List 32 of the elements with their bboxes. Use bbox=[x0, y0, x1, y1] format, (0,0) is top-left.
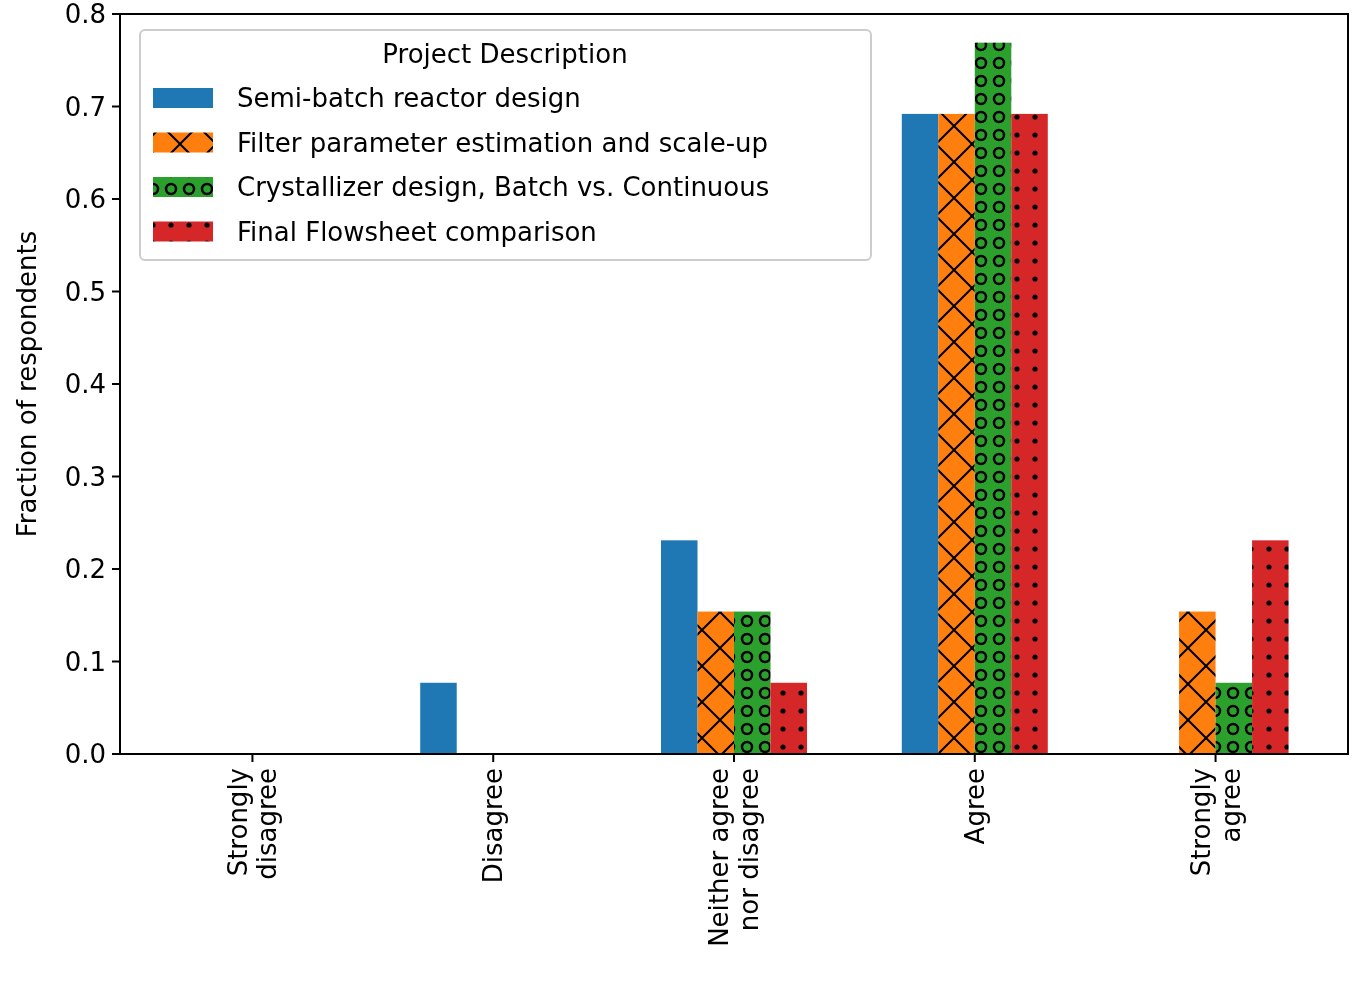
y-tick-label: 0.2 bbox=[64, 554, 106, 585]
bar bbox=[770, 682, 807, 754]
x-tick-label: Strongly agree bbox=[1185, 768, 1246, 877]
bar bbox=[697, 611, 734, 754]
y-tick-label: 0.5 bbox=[64, 276, 106, 307]
y-tick-label: 0.7 bbox=[64, 91, 106, 122]
x-tick-label: Strongly disagree bbox=[222, 768, 283, 880]
x-tick-label: Neither agree nor disagree bbox=[704, 768, 765, 947]
y-tick-label: 0.6 bbox=[64, 184, 106, 215]
legend-label: Semi-batch reactor design bbox=[237, 83, 581, 114]
bar bbox=[420, 682, 457, 754]
bar bbox=[1215, 682, 1253, 754]
x-tick-label: Disagree bbox=[478, 768, 509, 884]
y-tick-label: 0.0 bbox=[64, 739, 106, 770]
bar bbox=[938, 113, 975, 754]
y-tick-label: 0.4 bbox=[64, 369, 106, 400]
y-axis-title: Fraction of respondents bbox=[12, 230, 42, 538]
y-tick-label: 0.3 bbox=[64, 461, 106, 492]
bar bbox=[1179, 611, 1216, 754]
bar bbox=[974, 42, 1012, 754]
bar bbox=[734, 611, 771, 754]
y-tick-label: 0.1 bbox=[64, 646, 106, 677]
legend-label: Filter parameter estimation and scale-up bbox=[237, 127, 769, 158]
legend-label: Final Flowsheet comparison bbox=[237, 216, 597, 247]
legend-label: Crystallizer design, Batch vs. Continuous bbox=[237, 172, 770, 203]
bar bbox=[1252, 540, 1289, 754]
x-tick-label: Agree bbox=[959, 768, 990, 845]
bar bbox=[661, 540, 698, 754]
bar bbox=[1011, 113, 1048, 754]
bar bbox=[901, 113, 939, 754]
legend-title: Project Description bbox=[382, 39, 628, 69]
y-tick-label: 0.8 bbox=[64, 0, 106, 30]
